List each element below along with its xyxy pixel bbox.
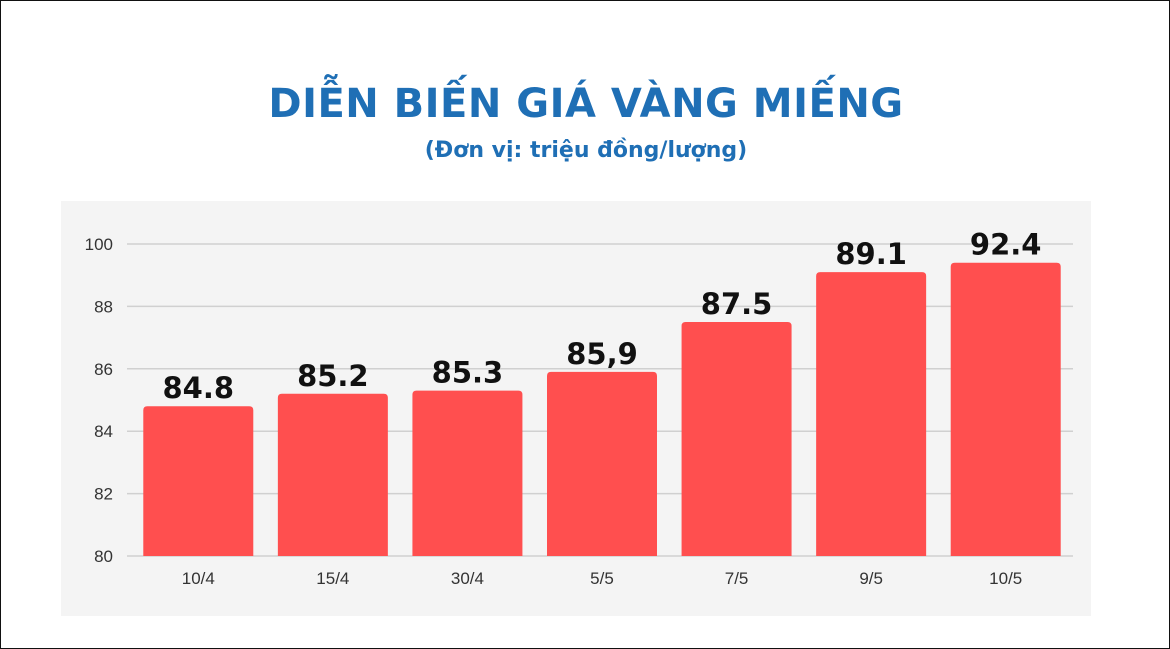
data-label: 85,9 — [566, 337, 638, 371]
y-tick-label: 84 — [94, 422, 113, 441]
bar-7-5 — [681, 322, 792, 556]
bar-10-5 — [950, 262, 1061, 556]
x-tick-label: 10/4 — [182, 569, 215, 588]
data-label: 89.1 — [835, 237, 907, 271]
x-tick-label: 10/5 — [989, 569, 1022, 588]
x-tick-label: 15/4 — [316, 569, 349, 588]
bar-9-5 — [816, 272, 927, 556]
bar-10-4 — [143, 406, 254, 556]
x-tick-label: 9/5 — [859, 569, 883, 588]
data-label: 92.4 — [970, 228, 1042, 262]
chart-title: DIỄN BIẾN GIÁ VÀNG MIẾNG — [268, 81, 904, 127]
data-label: 87.5 — [701, 287, 773, 321]
y-tick-label: 80 — [94, 547, 113, 566]
x-tick-label: 30/4 — [451, 569, 484, 588]
x-tick-label: 5/5 — [590, 569, 614, 588]
x-tick-label: 7/5 — [725, 569, 749, 588]
bar-5-5 — [547, 371, 657, 556]
data-label: 85.3 — [432, 356, 504, 390]
data-label: 84.8 — [163, 371, 235, 405]
y-tick-label: 86 — [94, 360, 113, 379]
bar-30-4 — [412, 390, 523, 556]
chart-subtitle: (Đơn vị: triệu đồng/lượng) — [424, 138, 748, 163]
y-tick-label: 100 — [85, 235, 113, 254]
bar-15-4 — [277, 393, 388, 556]
y-tick-label: 88 — [94, 297, 113, 316]
data-label: 85.2 — [297, 359, 369, 393]
y-tick-label: 82 — [94, 485, 113, 504]
